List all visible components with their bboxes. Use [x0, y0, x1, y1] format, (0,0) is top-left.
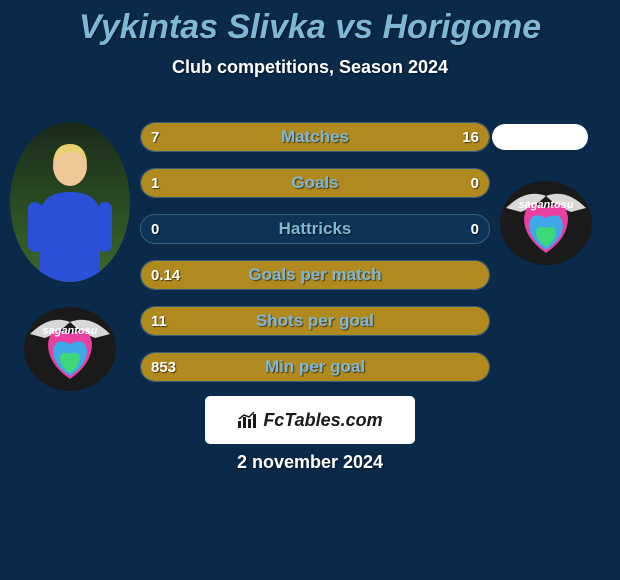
stat-label: Matches: [141, 123, 489, 151]
stat-row: Goals per match0.14: [140, 260, 490, 290]
stat-label: Goals: [141, 169, 489, 197]
team-logo-svg-right: sagantosu: [496, 178, 596, 268]
stat-row: Matches7 16: [140, 122, 490, 152]
stat-value-right: 16: [462, 123, 479, 151]
stat-label: Hattricks: [141, 215, 489, 243]
date: 2 november 2024: [0, 452, 620, 473]
svg-text:sagantosu: sagantosu: [42, 325, 97, 337]
stat-row: Goals1 0: [140, 168, 490, 198]
stat-value-left: 0: [151, 215, 159, 243]
team-logo-right: sagantosu: [496, 178, 596, 268]
stat-value-left: 853: [151, 353, 176, 381]
stat-label: Min per goal: [141, 353, 489, 381]
stat-value-right: 0: [471, 169, 479, 197]
comparison-card: Vykintas Slivka vs Horigome Club competi…: [0, 0, 620, 580]
stats-container: Matches716Goals10Hattricks00Goals per ma…: [140, 122, 490, 398]
stat-row: Hattricks0 0: [140, 214, 490, 244]
stat-label: Goals per match: [141, 261, 489, 289]
team-logo-left: sagantosu: [20, 304, 120, 394]
player-photo-right-blank: [492, 124, 588, 150]
stat-value-left: 1: [151, 169, 159, 197]
subtitle: Club competitions, Season 2024: [0, 57, 620, 78]
stat-row: Min per goal853: [140, 352, 490, 382]
page-title: Vykintas Slivka vs Horigome: [0, 0, 620, 47]
stat-value-left: 0.14: [151, 261, 180, 289]
player-photo-svg: [10, 122, 130, 282]
stat-value-right: 0: [471, 215, 479, 243]
stat-row: Shots per goal11: [140, 306, 490, 336]
team-logo-svg-left: sagantosu: [20, 304, 120, 394]
stat-value-left: 7: [151, 123, 159, 151]
player-photo-left: [10, 122, 130, 282]
stat-label: Shots per goal: [141, 307, 489, 335]
watermark-text: FcTables.com: [263, 410, 382, 431]
svg-text:sagantosu: sagantosu: [518, 199, 573, 211]
watermark-chart-icon: [237, 411, 257, 429]
watermark[interactable]: FcTables.com: [205, 396, 415, 444]
stat-value-left: 11: [151, 307, 167, 335]
